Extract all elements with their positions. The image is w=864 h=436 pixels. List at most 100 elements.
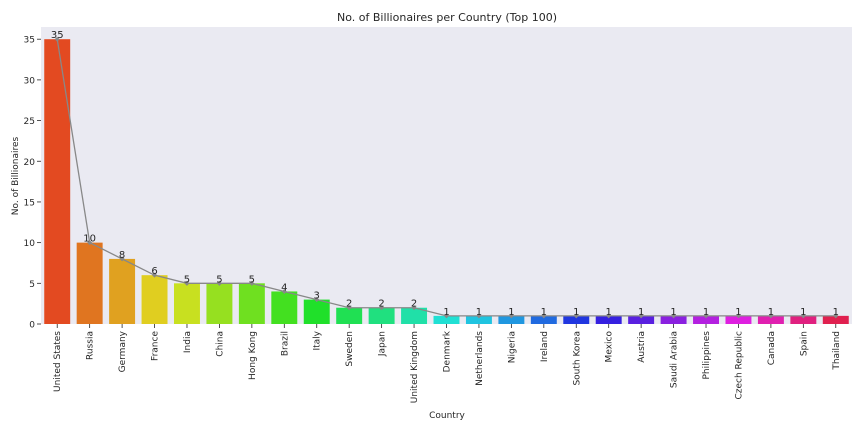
chart-title: No. of Billionaires per Country (Top 100… (337, 11, 557, 24)
value-labels-group: 35 10 8 6 5 5 5 4 3 2 2 2 1 1 1 1 1 1 1 1 1 1 1 1 1 (51, 30, 839, 318)
bar (757, 315, 784, 324)
line-marker (541, 313, 547, 319)
x-tick-label: South Korea (572, 331, 582, 386)
x-tick-label: Saudi Arabia (670, 331, 680, 388)
y-tick-label: 35 (24, 36, 35, 46)
bar (174, 283, 200, 324)
overlay-line-group (54, 36, 839, 319)
data-label: 2 (411, 299, 417, 310)
data-label: 1 (800, 307, 806, 318)
line-marker (87, 240, 93, 246)
line-marker (54, 36, 60, 42)
x-tick-label: Spain (799, 331, 809, 356)
line-marker (249, 280, 255, 286)
data-label: 1 (606, 307, 612, 318)
data-label: 8 (119, 250, 125, 261)
bar (368, 307, 395, 324)
x-tick-label: Austria (637, 331, 647, 363)
plot-area (41, 27, 852, 324)
data-label: 6 (151, 266, 157, 277)
bar (141, 275, 168, 324)
line-marker (379, 305, 385, 311)
line-marker (606, 313, 612, 319)
bars-group (44, 39, 849, 325)
bar (238, 283, 265, 324)
y-tick-label: 0 (29, 321, 35, 331)
line-marker (314, 297, 320, 303)
x-axis: United States Russia Germany France India Chi… (53, 324, 842, 403)
bar (336, 307, 363, 324)
bar (725, 315, 752, 324)
data-label: 1 (833, 307, 839, 318)
bar (498, 315, 525, 324)
bar (693, 315, 719, 324)
bar (530, 315, 557, 324)
bar (44, 39, 71, 325)
x-tick-label: Thailand (832, 331, 842, 371)
line-marker (119, 256, 125, 262)
line-marker (216, 280, 222, 286)
line-marker (476, 313, 482, 319)
data-label: 1 (670, 307, 676, 318)
x-tick-label: India (183, 331, 193, 353)
bar (628, 315, 655, 324)
bar (109, 258, 136, 324)
line-marker (184, 280, 190, 286)
x-tick-label: Japan (378, 331, 388, 357)
line-marker (508, 313, 514, 319)
data-label: 1 (541, 307, 547, 318)
y-axis: 0 5 10 15 20 25 30 35 (24, 36, 41, 331)
data-label: 35 (51, 30, 64, 41)
data-label: 1 (443, 307, 449, 318)
bar (465, 315, 492, 324)
y-tick-label: 15 (24, 198, 35, 208)
data-label: 1 (638, 307, 644, 318)
x-tick-label: Czech Republic (734, 331, 744, 400)
x-tick-label: Germany (118, 330, 128, 372)
bar (790, 315, 817, 324)
x-tick-label: United States (53, 331, 63, 392)
line-marker (800, 313, 806, 319)
data-label: 1 (768, 307, 774, 318)
x-tick-label: Italy (313, 330, 323, 350)
line-marker (411, 305, 417, 311)
data-label: 5 (249, 274, 255, 285)
data-label: 1 (735, 307, 741, 318)
line-marker (703, 313, 709, 319)
y-tick-label: 25 (24, 117, 35, 127)
data-label: 1 (703, 307, 709, 318)
x-tick-label: Netherlands (475, 331, 485, 386)
line-marker (444, 313, 449, 319)
data-label: 10 (83, 234, 96, 245)
x-tick-label: Hong Kong (248, 331, 258, 380)
line-marker (671, 313, 677, 319)
bar (206, 283, 233, 324)
bar (563, 315, 590, 324)
line-marker (573, 313, 579, 319)
x-tick-label: Denmark (443, 330, 453, 372)
x-tick-label: Ireland (540, 331, 550, 362)
line-marker (346, 305, 352, 311)
data-label: 1 (573, 307, 579, 318)
line-marker (152, 272, 158, 278)
x-tick-label: United Kingdom (410, 331, 420, 403)
x-axis-label: Country (429, 411, 465, 421)
y-tick-label: 30 (24, 76, 36, 86)
x-tick-label: France (151, 331, 161, 361)
x-tick-label: Mexico (605, 331, 615, 363)
bar (76, 242, 103, 324)
x-tick-label: Russia (86, 331, 96, 360)
data-label: 5 (184, 274, 190, 285)
line-marker (281, 288, 287, 294)
x-tick-label: Philippines (702, 331, 712, 380)
x-tick-label: Sweden (345, 331, 355, 367)
x-tick-label: Brazil (280, 331, 290, 356)
data-label: 2 (346, 299, 352, 310)
line-marker (768, 313, 774, 319)
x-tick-label: Nigeria (507, 331, 517, 363)
x-tick-label: Canada (767, 331, 777, 365)
data-label: 4 (281, 282, 287, 293)
y-tick-label: 5 (29, 280, 35, 290)
bar (401, 307, 428, 324)
